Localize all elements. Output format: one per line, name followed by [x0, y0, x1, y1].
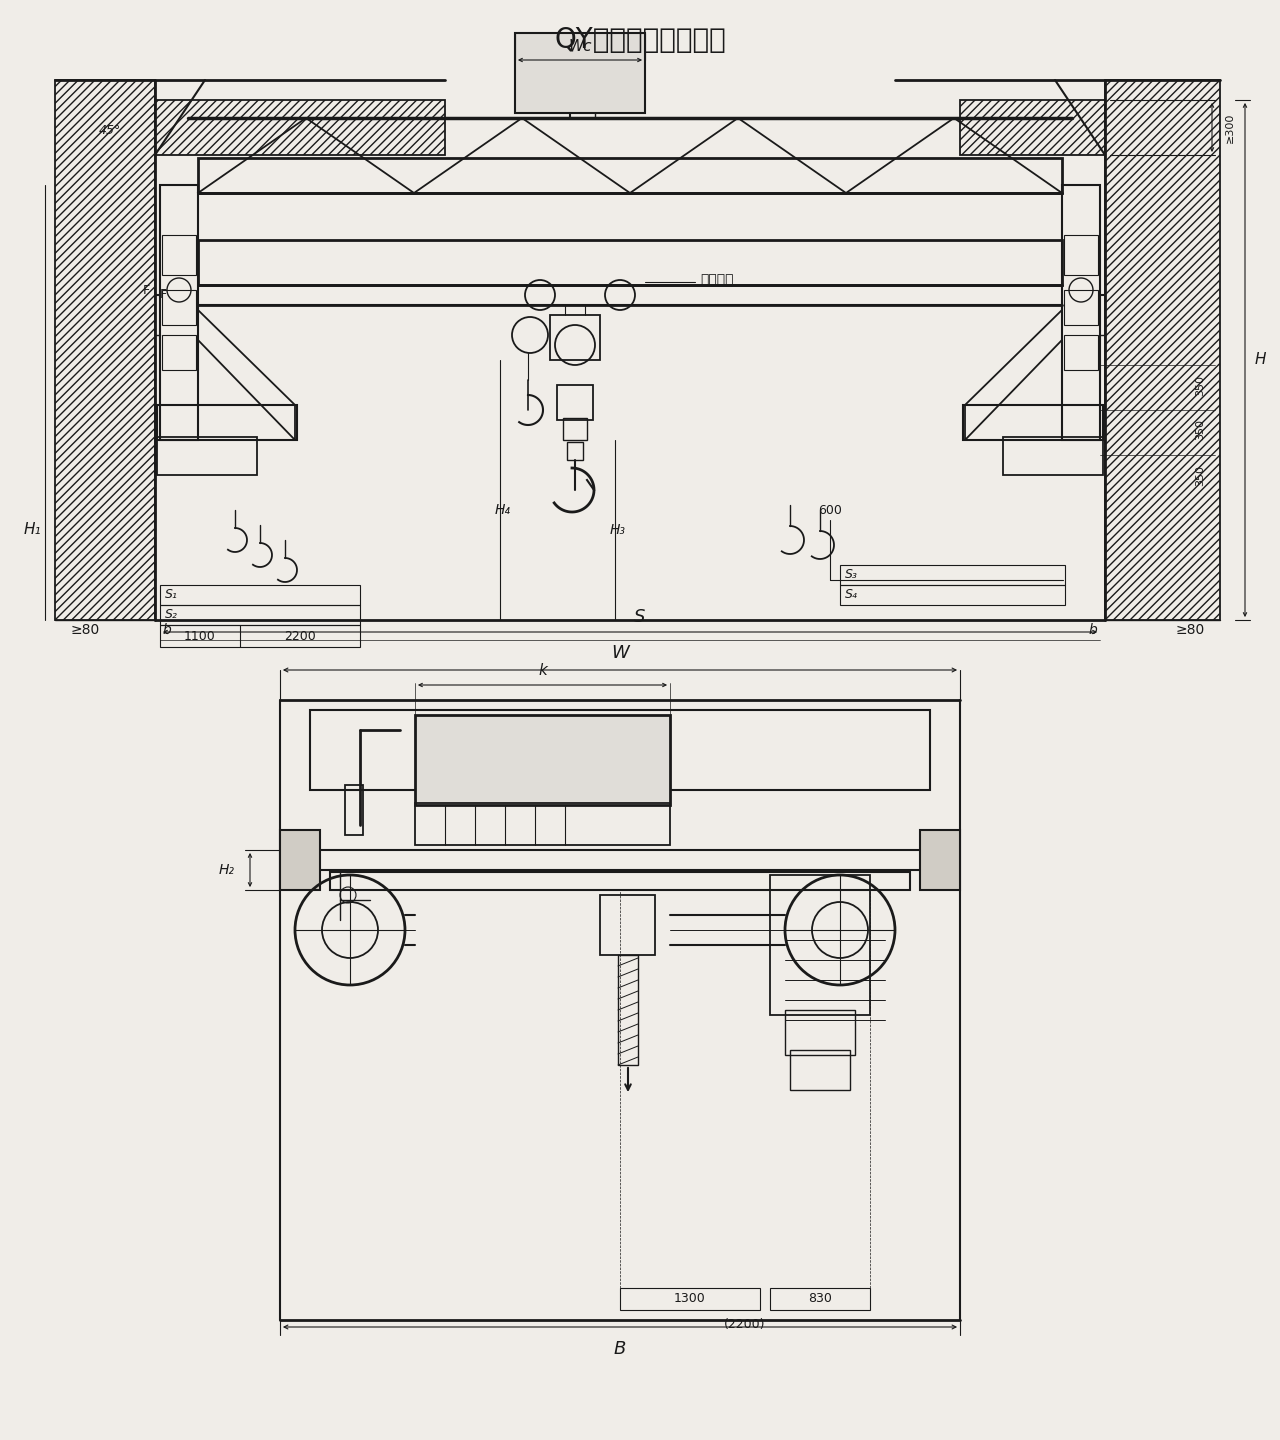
Text: 350: 350 — [1196, 374, 1204, 396]
Text: F: F — [143, 284, 150, 297]
Text: 1300: 1300 — [675, 1293, 705, 1306]
Text: 600: 600 — [818, 504, 842, 517]
Bar — [160, 625, 360, 647]
Bar — [618, 955, 637, 1066]
Bar — [1064, 289, 1098, 325]
Text: k: k — [538, 662, 547, 678]
Bar — [1064, 235, 1098, 275]
Bar — [346, 785, 364, 835]
Bar — [163, 289, 196, 325]
Bar — [163, 336, 196, 370]
Text: 350: 350 — [1196, 419, 1204, 441]
Bar — [1062, 184, 1100, 441]
Bar — [920, 829, 960, 890]
Text: H₄: H₄ — [495, 503, 511, 517]
Bar — [157, 436, 257, 475]
Bar — [600, 896, 655, 955]
Text: (2200): (2200) — [724, 1318, 765, 1331]
Bar — [567, 442, 582, 459]
Bar — [771, 876, 870, 1015]
Text: H: H — [1254, 353, 1266, 367]
Bar — [280, 829, 320, 890]
Text: QY型绝缘吊钩起重机: QY型绝缘吊钩起重机 — [554, 26, 726, 53]
Bar — [1004, 436, 1103, 475]
Text: H₂: H₂ — [219, 863, 236, 877]
Text: S₃: S₃ — [845, 569, 858, 582]
Bar — [963, 405, 1103, 441]
Bar — [330, 873, 910, 890]
Bar — [771, 1287, 870, 1310]
Bar — [160, 605, 360, 625]
Bar — [163, 235, 196, 275]
Text: 830: 830 — [808, 1293, 832, 1306]
Bar — [960, 99, 1105, 156]
Bar — [785, 1009, 855, 1056]
Text: B: B — [614, 1341, 626, 1358]
Bar — [563, 418, 588, 441]
Bar — [557, 384, 593, 420]
Text: ≥300: ≥300 — [1225, 112, 1235, 143]
Bar — [198, 158, 1062, 193]
Text: 45°: 45° — [99, 124, 122, 137]
Text: ≥80: ≥80 — [70, 624, 100, 636]
Text: 350: 350 — [1196, 465, 1204, 485]
Bar — [155, 99, 445, 156]
Text: b: b — [163, 624, 172, 636]
Bar — [1064, 336, 1098, 370]
Text: W: W — [611, 644, 628, 662]
Text: b: b — [1088, 624, 1097, 636]
Text: Wc: Wc — [568, 39, 591, 53]
Text: H₁: H₁ — [23, 523, 41, 537]
Text: F: F — [160, 288, 168, 301]
Bar — [620, 1287, 760, 1310]
Bar — [291, 850, 950, 870]
Bar — [310, 710, 931, 791]
Text: S: S — [635, 608, 645, 626]
Bar — [160, 585, 360, 605]
Text: ≥80: ≥80 — [1175, 624, 1204, 636]
Bar — [790, 1050, 850, 1090]
Bar — [198, 240, 1062, 285]
Bar — [415, 716, 669, 805]
Text: S₄: S₄ — [845, 589, 858, 602]
Bar — [840, 585, 1065, 605]
Bar — [1105, 81, 1220, 621]
Text: 大车轨面: 大车轨面 — [700, 274, 733, 287]
Text: S₂: S₂ — [165, 609, 178, 622]
Text: 1100: 1100 — [184, 629, 216, 642]
Bar — [840, 564, 1065, 585]
Bar — [160, 184, 198, 441]
Text: 2200: 2200 — [284, 629, 316, 642]
Bar — [55, 81, 155, 621]
Bar — [550, 315, 600, 360]
Text: S₁: S₁ — [165, 589, 178, 602]
Bar — [157, 405, 297, 441]
Bar — [415, 804, 669, 845]
Text: H₃: H₃ — [611, 523, 626, 537]
Bar — [515, 33, 645, 112]
